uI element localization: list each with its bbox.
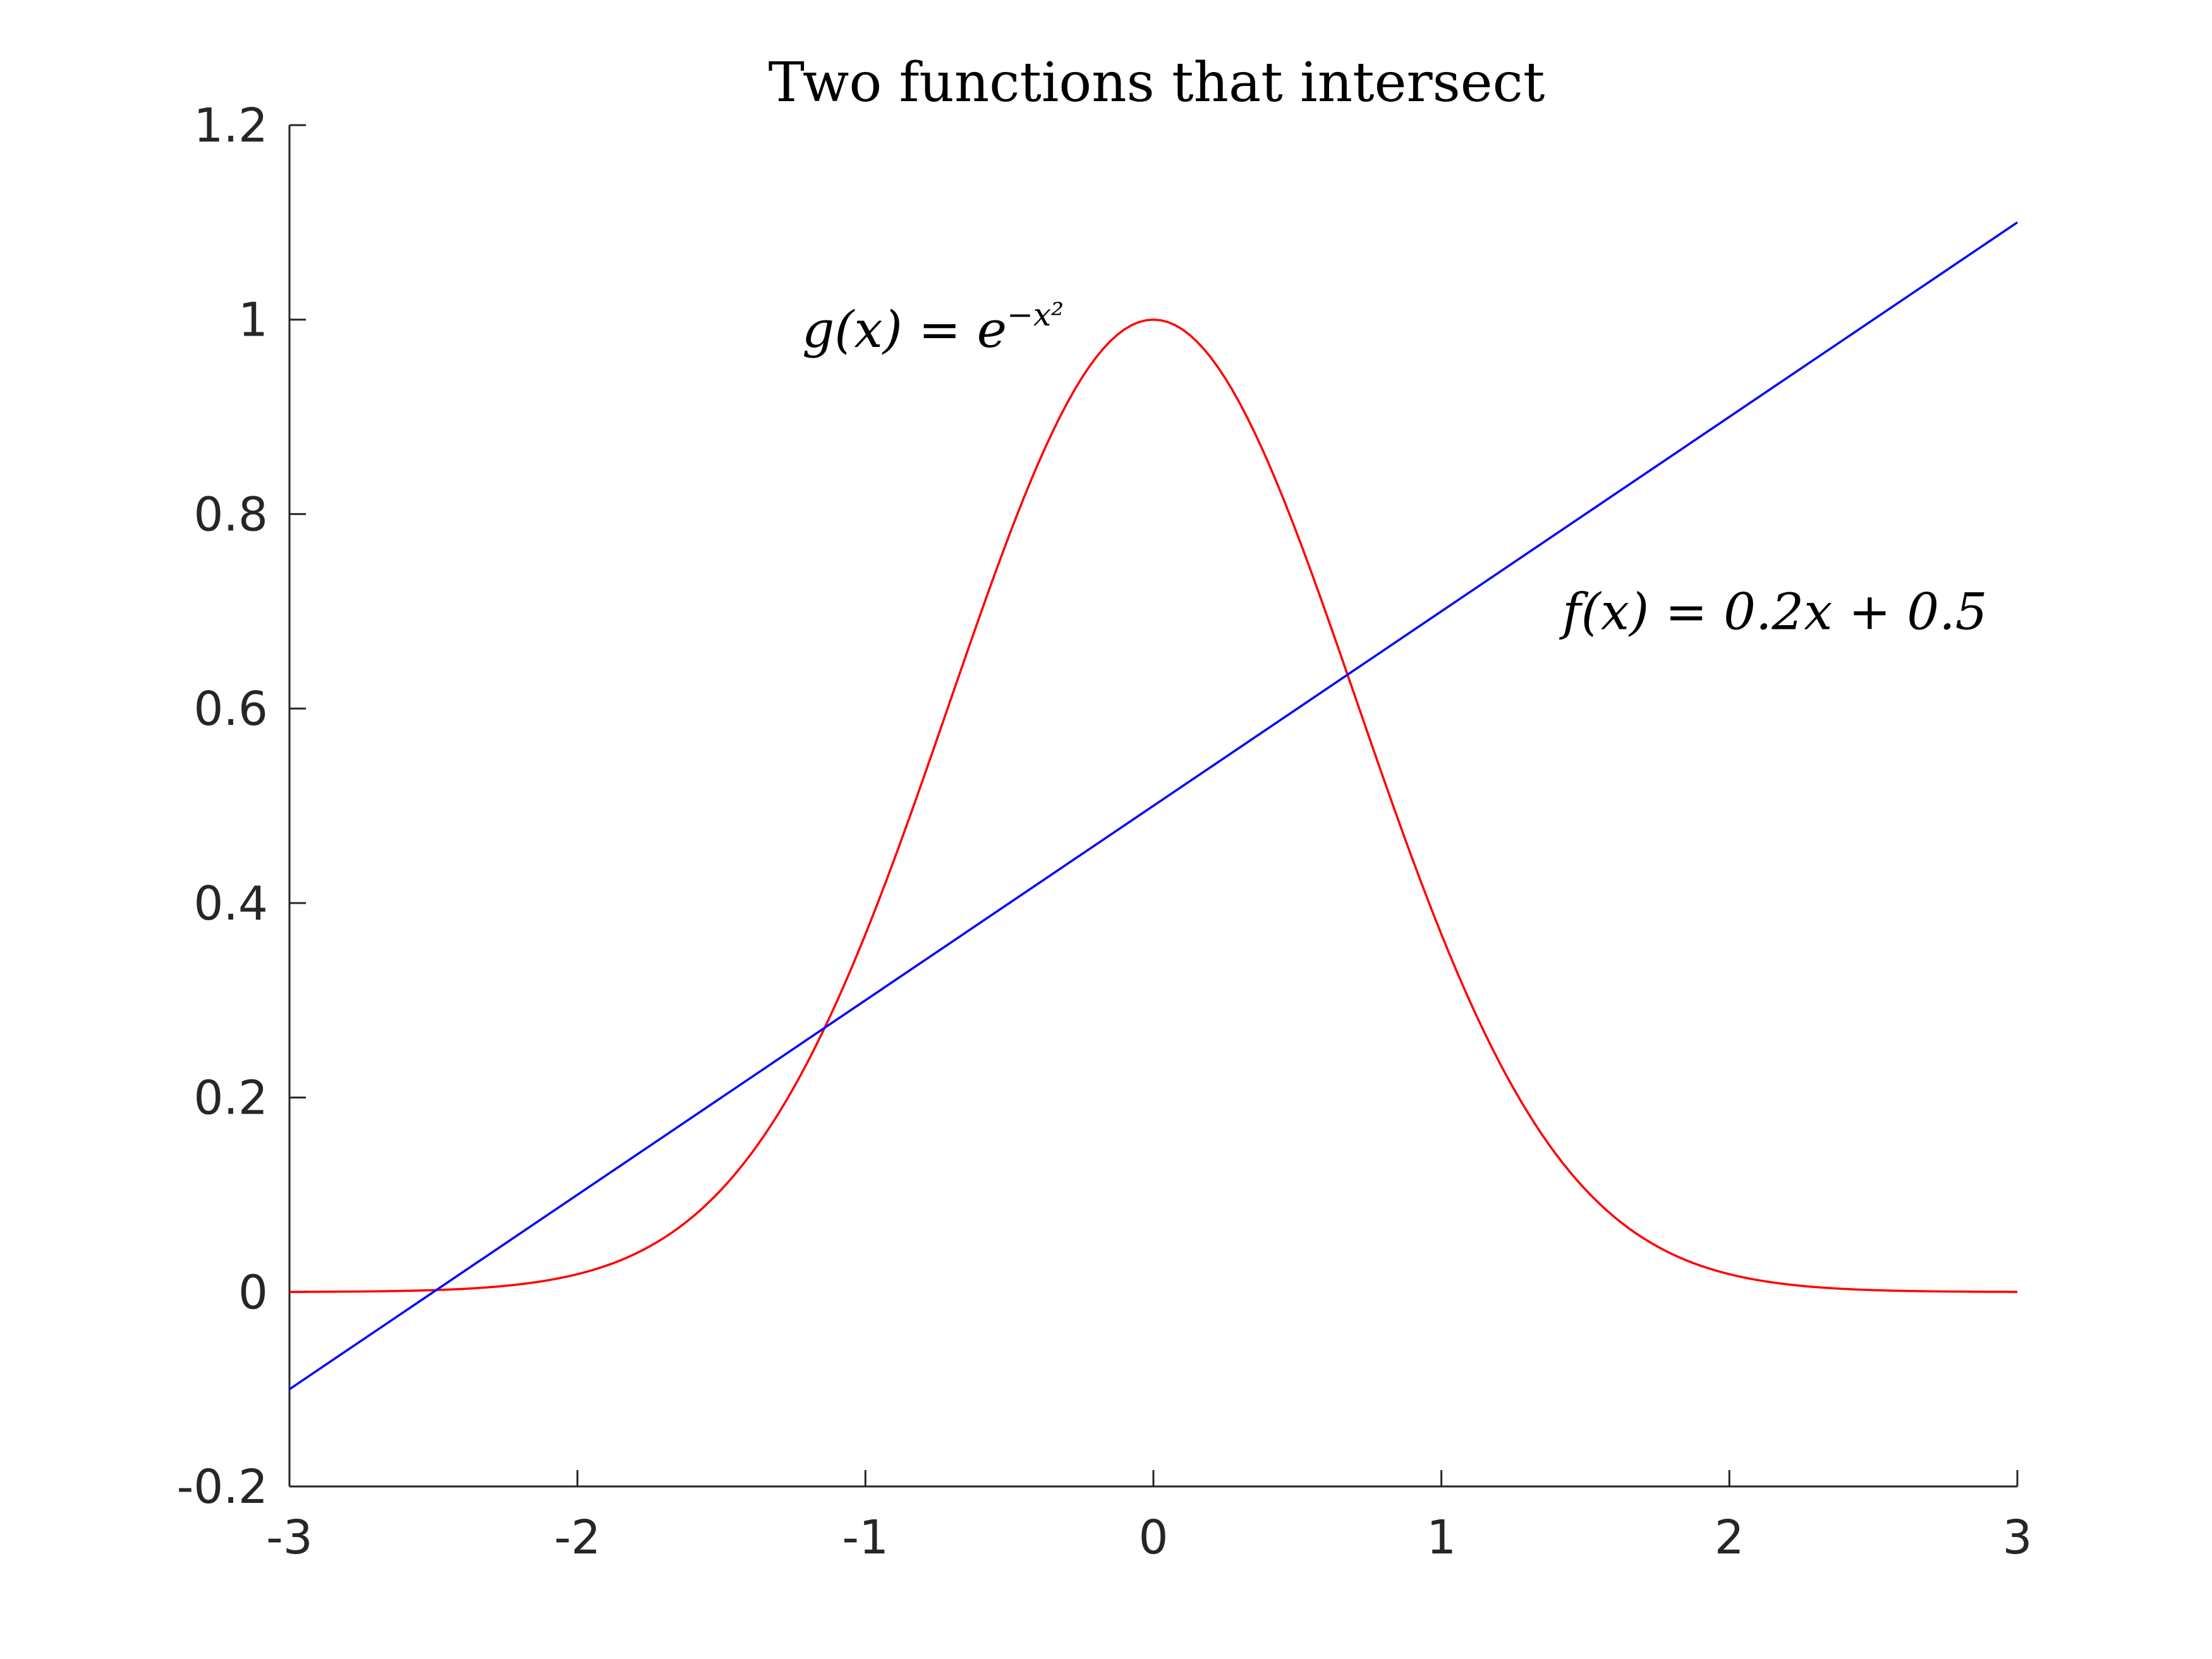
y-tick-label: 0.8	[193, 487, 268, 542]
y-tick-label: 1	[238, 293, 268, 348]
y-tick-label: 0.4	[193, 877, 268, 931]
x-tick-label: -3	[266, 1510, 313, 1565]
annotation-f: f(x) = 0.2x + 0.5	[1559, 582, 1988, 641]
x-tick-label: -2	[554, 1510, 601, 1565]
annotation-g: g(x) = e−x²	[802, 296, 1064, 359]
y-tick-label: 0.2	[193, 1071, 268, 1126]
chart-title: Two functions that intersect	[769, 51, 1545, 114]
x-tick-label: 3	[2002, 1510, 2032, 1565]
series-layer	[289, 221, 2018, 1390]
axes: -3 -2 -1 0 1 2 3 -0.2 0 0.2 0.4 0.6 0.8 1 1.2	[177, 99, 2033, 1565]
series-g-line	[289, 318, 2018, 1293]
x-tick-label: -1	[842, 1510, 889, 1565]
y-tick-label: -0.2	[177, 1460, 268, 1514]
x-tick-label: 1	[1426, 1510, 1456, 1565]
y-tick-label: 0.6	[193, 682, 268, 736]
y-tick-label: 1.2	[193, 99, 268, 153]
series-f-line	[289, 221, 2018, 1390]
x-tick-label: 2	[1715, 1510, 1744, 1565]
y-tick-label: 0	[238, 1265, 268, 1320]
x-tick-label: 0	[1138, 1510, 1168, 1565]
annotations-layer: g(x) = e−x² f(x) = 0.2x + 0.5	[802, 296, 1987, 641]
